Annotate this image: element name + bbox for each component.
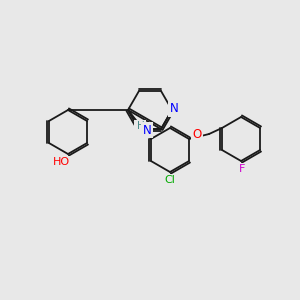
Text: N: N bbox=[169, 103, 178, 116]
Text: N: N bbox=[142, 124, 152, 136]
Text: H: H bbox=[137, 121, 145, 131]
Text: N: N bbox=[136, 122, 144, 135]
Text: F: F bbox=[239, 164, 245, 174]
Text: O: O bbox=[192, 128, 202, 140]
Text: HO: HO bbox=[52, 157, 70, 167]
Text: Cl: Cl bbox=[165, 175, 176, 185]
